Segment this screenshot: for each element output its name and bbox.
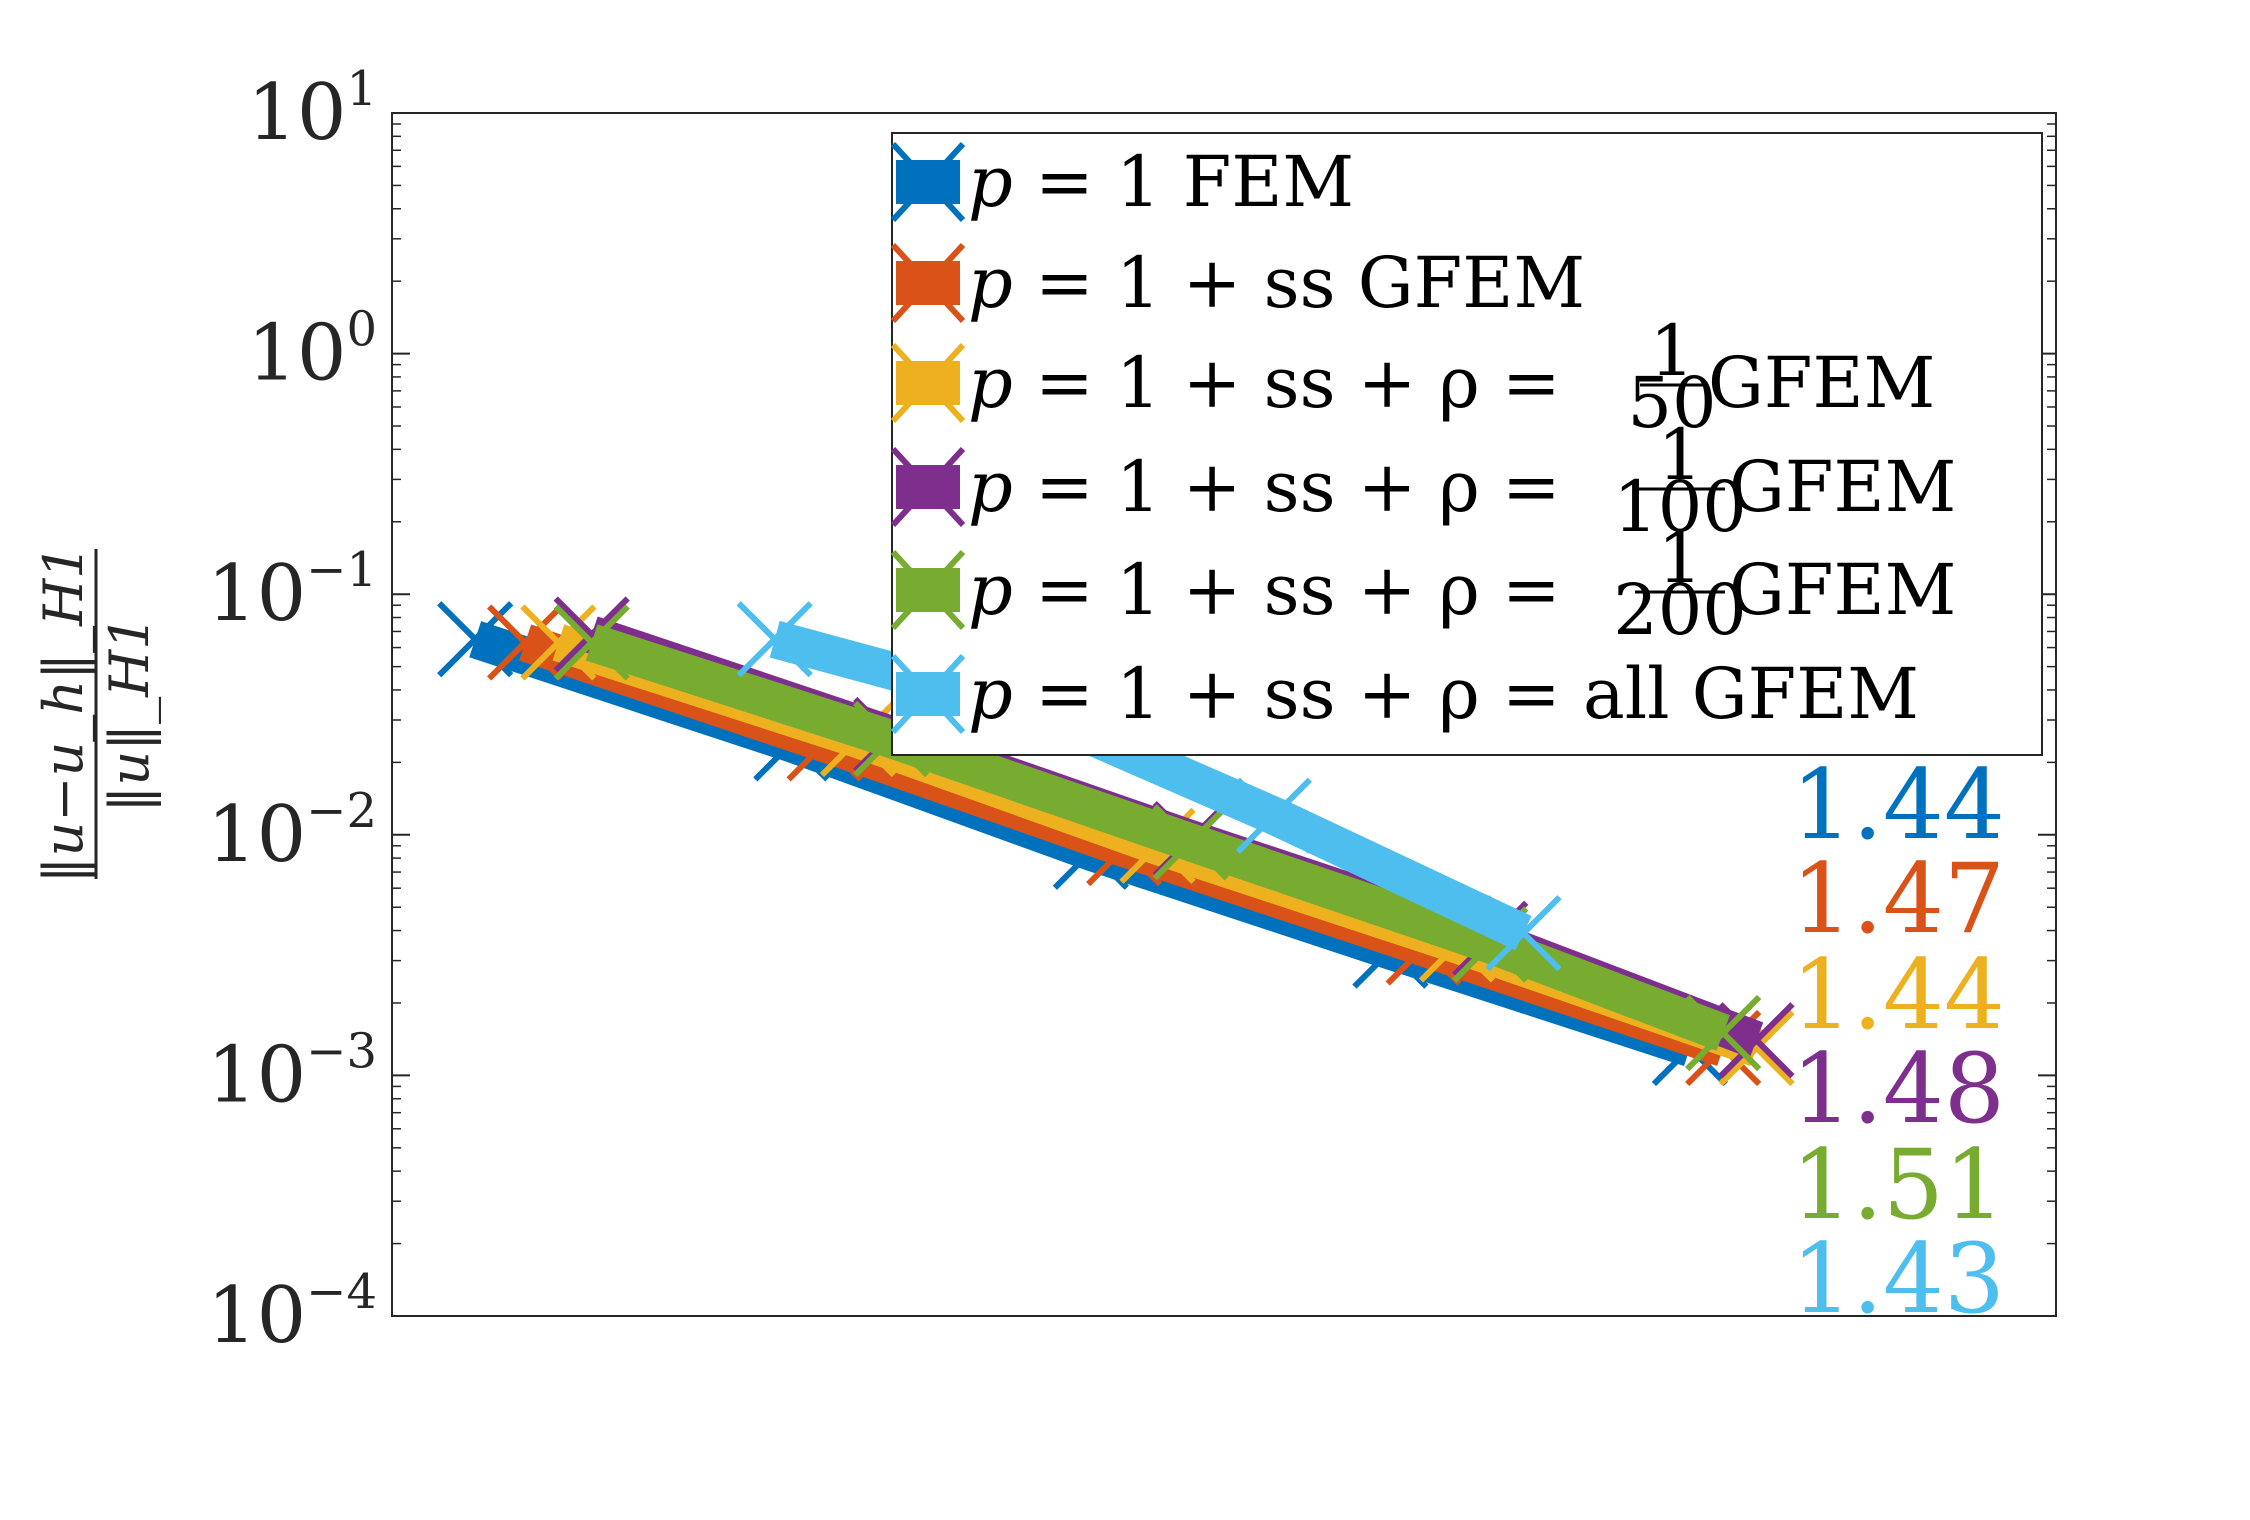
series-marker	[1485, 895, 1562, 972]
legend-item: p = 1 + ss + ρ = 150 GFEM	[890, 310, 1935, 444]
legend-label: p = 1 + ss + ρ =	[968, 342, 1561, 424]
legend-fraction-denominator: 100	[1613, 466, 1747, 548]
slope-label: 1.44	[1791, 749, 2005, 861]
y-axis-label: ‖u−u_h‖_H1 ‖u‖_H1	[32, 544, 161, 883]
y-tick-label: 101	[247, 61, 377, 158]
y-tick-label: 10−4	[207, 1264, 377, 1361]
legend-box	[891, 132, 2043, 756]
legend-fraction-numerator: 1	[1658, 517, 1703, 599]
legend-marker	[890, 342, 966, 424]
y-tick-label: 10−2	[207, 783, 377, 880]
legend-label: p = 1 + ss + ρ =	[968, 549, 1561, 631]
legend-item: p = 1 + ss + ρ = all GFEM	[890, 653, 1919, 735]
series-marker	[736, 601, 813, 678]
series-marker	[1718, 1002, 1795, 1079]
series-marker	[1235, 777, 1313, 854]
legend-marker	[890, 141, 966, 223]
series-marker	[553, 604, 630, 681]
legend-fraction-denominator: 200	[1613, 569, 1747, 651]
slope-label: 1.43	[1791, 1223, 2005, 1335]
slope-label: 1.44	[1791, 939, 2005, 1051]
slope-label: 1.51	[1791, 1129, 2005, 1241]
series-marker	[486, 604, 564, 681]
y-label-denominator: ‖u‖_H1	[98, 615, 161, 812]
legend-label-suffix: GFEM	[1729, 549, 1956, 631]
legend-marker	[890, 549, 966, 631]
legend-label-suffix: GFEM	[1729, 446, 1956, 528]
y-tick-label: 10−1	[207, 542, 377, 639]
legend-marker	[890, 446, 966, 528]
legend-label: p = 1 + ss GFEM	[968, 242, 1585, 324]
legend-item: p = 1 + ss GFEM	[890, 242, 1585, 324]
legend-fraction-numerator: 1	[1658, 414, 1703, 496]
legend-label: p = 1 + ss + ρ =	[968, 446, 1561, 528]
series-marker	[520, 604, 597, 681]
series-marker	[1685, 994, 1762, 1072]
legend-label: p = 1 FEM	[968, 141, 1354, 223]
legend-label: p = 1 + ss + ρ = all GFEM	[968, 653, 1919, 735]
y-tick-labels: 101 100 10−1 10−2 10−3 10−4	[207, 61, 377, 1361]
series-marker	[1152, 804, 1229, 881]
slope-label: 1.47	[1791, 843, 2005, 955]
legend-label-suffix: GFEM	[1708, 342, 1935, 424]
slope-labels: 1.441.471.441.481.511.43	[1791, 749, 2005, 1335]
legend-item: p = 1 FEM	[890, 141, 1354, 223]
y-tick-label: 10−3	[207, 1023, 377, 1120]
y-label-numerator: ‖u−u_h‖_H1	[32, 544, 95, 883]
legend-fraction-numerator: 1	[1650, 310, 1695, 392]
legend-fraction-denominator: 50	[1627, 362, 1716, 444]
y-tick-label: 100	[247, 302, 377, 399]
legend-marker	[890, 242, 966, 324]
legend-marker	[890, 653, 966, 735]
slope-label: 1.48	[1791, 1033, 2005, 1145]
